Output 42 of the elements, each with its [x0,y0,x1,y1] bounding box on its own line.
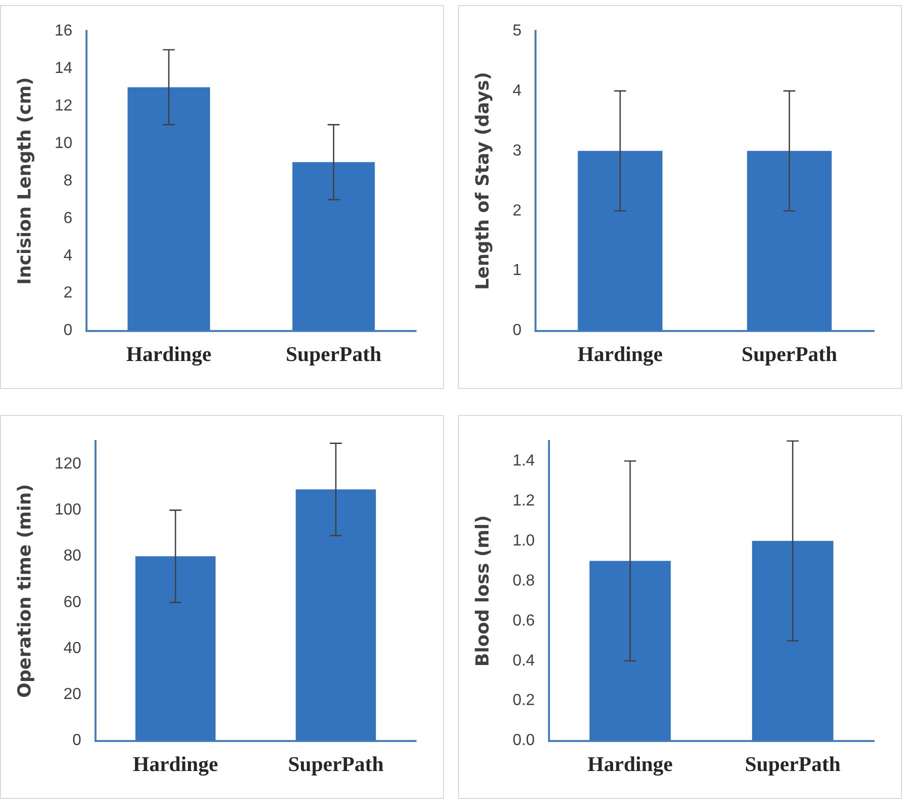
y-tick-label: 60 [64,594,82,611]
x-tick-label: Hardinge [588,752,673,776]
y-tick-label: 1.4 [512,452,535,470]
x-tick-label: Hardinge [126,342,212,366]
y-tick-label: 0.2 [512,692,535,710]
y-tick-label: 16 [54,22,72,40]
y-axis-title: Length of Stay (days) [472,72,494,290]
x-tick-label: SuperPath [744,752,841,776]
y-axis-title: Blood loss (ml) [472,515,494,667]
x-tick-label: SuperPath [286,342,382,366]
y-tick-label: 120 [54,455,82,472]
y-tick-label: 100 [54,502,82,519]
y-tick-label: 0.0 [512,732,535,750]
y-tick-label: 4 [512,82,522,100]
y-tick-label: 1.0 [512,532,535,550]
y-axis-title: Operation time (min) [14,484,36,698]
y-axis-title: Incision Length (cm) [14,77,36,285]
y-tick-label: 2 [63,284,72,302]
x-tick-label: SuperPath [742,342,838,366]
y-tick-label: 6 [63,210,72,227]
y-tick-label: 12 [54,97,72,114]
y-tick-label: 3 [512,142,522,160]
x-tick-label: SuperPath [288,752,384,776]
y-tick-label: 0 [72,732,82,750]
y-tick-label: 10 [54,134,72,152]
y-tick-label: 20 [64,686,82,704]
y-tick-label: 0.8 [512,572,535,590]
y-tick-label: 14 [54,60,72,77]
y-tick-label: 4 [63,247,72,264]
y-tick-label: 0 [63,322,72,340]
y-tick-label: 8 [63,172,72,190]
y-tick-label: 1.2 [512,492,535,510]
y-tick-label: 0 [512,322,522,340]
y-tick-label: 80 [64,548,82,565]
y-tick-label: 1 [512,262,522,280]
y-tick-label: 2 [512,202,522,220]
y-tick-label: 5 [512,22,522,40]
y-tick-label: 0.6 [512,612,535,630]
x-tick-label: Hardinge [132,752,218,776]
y-tick-label: 0.4 [512,652,535,670]
x-tick-label: Hardinge [578,342,663,366]
y-tick-label: 40 [64,640,82,657]
